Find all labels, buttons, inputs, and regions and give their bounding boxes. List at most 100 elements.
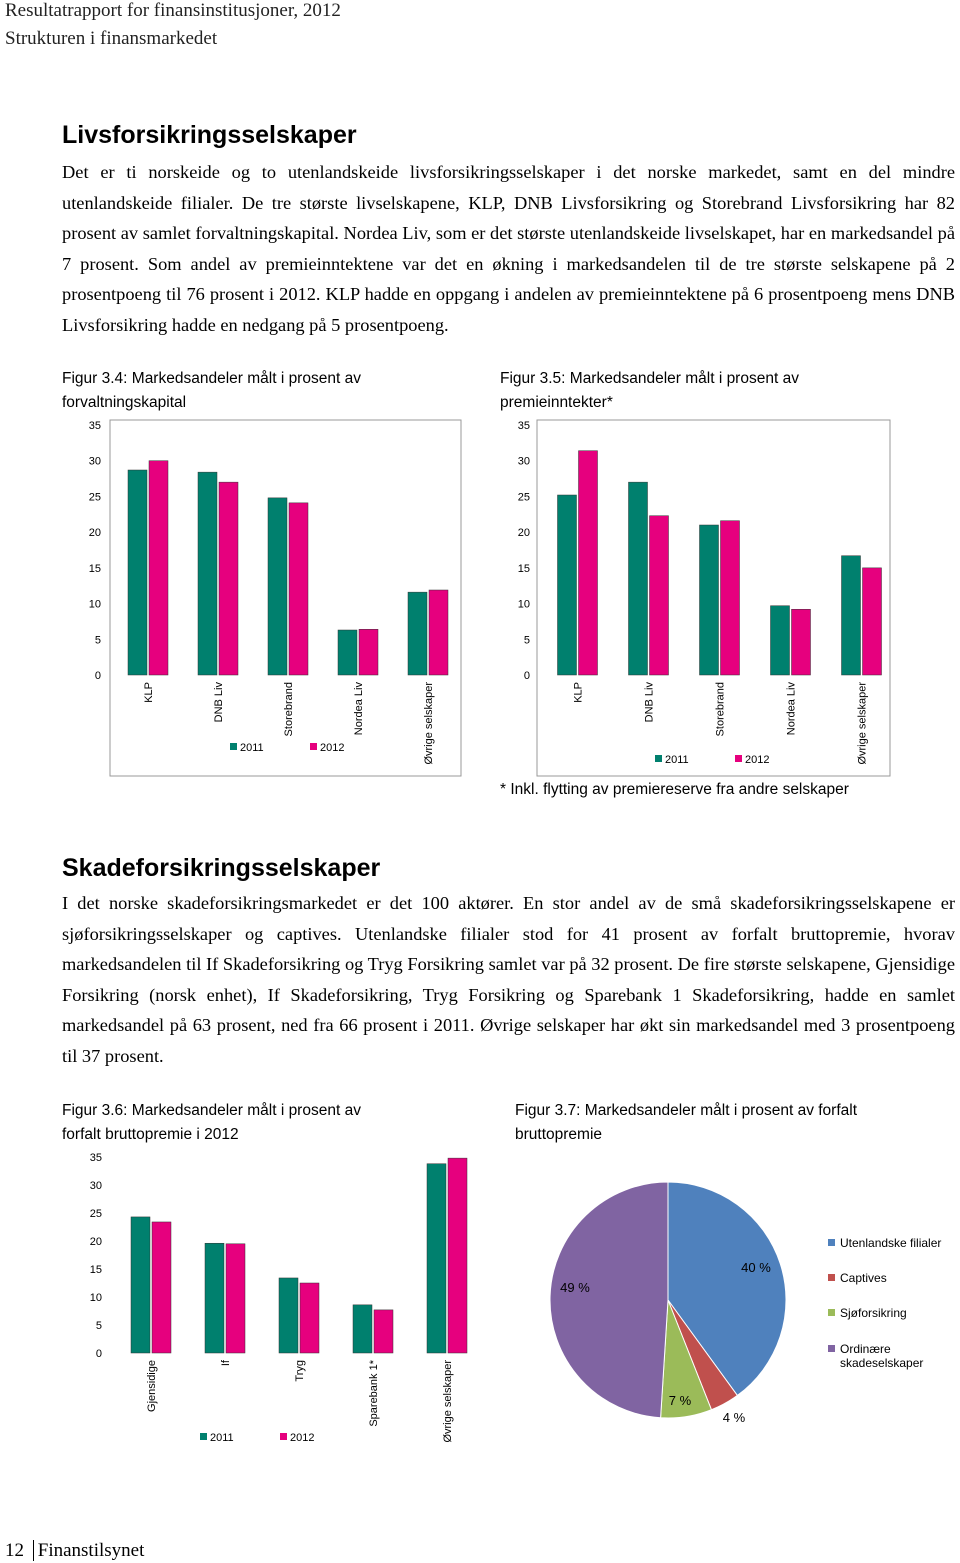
bar bbox=[426, 1163, 447, 1354]
bar bbox=[791, 609, 811, 676]
paragraph: I det norske skadeforsikringsmarkedet er… bbox=[62, 893, 955, 1066]
y-tick-label: 5 bbox=[524, 634, 530, 646]
bar bbox=[428, 589, 449, 676]
legend-swatch bbox=[280, 1433, 287, 1440]
bar bbox=[352, 1304, 373, 1354]
x-tick-label: If bbox=[220, 1359, 232, 1366]
legend-swatch bbox=[200, 1433, 207, 1440]
y-tick-label: 20 bbox=[90, 1236, 102, 1248]
legend-label: Sjøforsikring bbox=[840, 1306, 907, 1320]
x-tick-label: Storebrand bbox=[283, 682, 295, 736]
legend-label: 2011 bbox=[665, 754, 689, 766]
legend-swatch bbox=[828, 1239, 835, 1246]
y-tick-label: 35 bbox=[518, 420, 530, 432]
section-heading: Skadeforsikringsselskaper bbox=[62, 854, 381, 882]
bar bbox=[267, 497, 288, 676]
bar bbox=[218, 481, 239, 676]
y-tick-label: 0 bbox=[96, 1348, 102, 1360]
chart-border bbox=[109, 419, 462, 777]
bar bbox=[373, 1309, 394, 1354]
bar bbox=[699, 524, 719, 676]
data-label: 49 % bbox=[560, 1280, 590, 1295]
bar bbox=[628, 481, 648, 676]
legend-label: Ordinære skadeselskaper bbox=[840, 1342, 924, 1370]
legend-label: 2012 bbox=[320, 742, 344, 754]
y-tick-label: 20 bbox=[518, 527, 530, 539]
y-tick-label: 30 bbox=[90, 1180, 102, 1192]
data-label: 40 % bbox=[741, 1260, 771, 1275]
x-tick-label: Øvrige selskaper bbox=[423, 682, 435, 765]
bar bbox=[770, 605, 790, 676]
bar bbox=[299, 1282, 320, 1354]
y-tick-label: 10 bbox=[90, 1292, 102, 1304]
y-tick-label: 5 bbox=[96, 1320, 102, 1332]
paragraph: Det er ti norskeide og to utenlandskeide… bbox=[62, 162, 955, 335]
x-tick-label: Storebrand bbox=[715, 682, 727, 736]
x-tick-label: Gjensidige bbox=[146, 1360, 158, 1412]
bar bbox=[148, 460, 169, 676]
legend-swatch bbox=[655, 755, 662, 762]
y-tick-label: 10 bbox=[518, 599, 530, 611]
pie-slice bbox=[549, 1181, 669, 1419]
page-number: 12 bbox=[5, 1540, 24, 1561]
data-label: 4 % bbox=[723, 1410, 746, 1425]
bar bbox=[447, 1157, 468, 1354]
bar bbox=[557, 494, 577, 676]
x-tick-label: Tryg bbox=[294, 1360, 306, 1382]
figure-caption: Figur 3.4: Markedsandeler målt i prosent… bbox=[62, 370, 361, 411]
figure-caption: Figur 3.7: Markedsandeler målt i prosent… bbox=[515, 1102, 858, 1143]
x-tick-label: Øvrige selskaper bbox=[442, 1360, 454, 1443]
legend-swatch bbox=[828, 1309, 835, 1316]
y-tick-label: 30 bbox=[89, 456, 101, 468]
bar bbox=[841, 555, 861, 676]
figure-caption: Figur 3.5: Markedsandeler målt i prosent… bbox=[500, 370, 799, 411]
legend-swatch bbox=[735, 755, 742, 762]
publisher: Finanstilsynet bbox=[37, 1540, 145, 1561]
y-tick-label: 35 bbox=[89, 420, 101, 432]
y-tick-label: 0 bbox=[524, 670, 530, 682]
bar bbox=[720, 520, 740, 676]
bar bbox=[151, 1221, 172, 1354]
bar bbox=[288, 502, 309, 676]
y-tick-label: 25 bbox=[90, 1208, 102, 1220]
bar bbox=[358, 629, 379, 676]
legend-label: Captives bbox=[840, 1271, 887, 1285]
x-tick-label: KLP bbox=[143, 682, 155, 703]
legend-label: 2012 bbox=[290, 1432, 314, 1444]
y-tick-label: 20 bbox=[89, 527, 101, 539]
x-tick-label: DNB Liv bbox=[644, 682, 656, 723]
bar bbox=[407, 591, 428, 676]
figure-caption: Figur 3.6: Markedsandeler målt i prosent… bbox=[62, 1102, 361, 1143]
bar bbox=[197, 471, 218, 676]
legend-label: Utenlandske filialer bbox=[840, 1236, 942, 1250]
header-subtitle: Strukturen i finansmarkedet bbox=[5, 28, 218, 49]
bar bbox=[204, 1242, 225, 1354]
y-tick-label: 35 bbox=[90, 1152, 102, 1164]
data-label: 7 % bbox=[669, 1393, 692, 1408]
x-tick-label: Nordea Liv bbox=[353, 682, 365, 736]
legend-swatch bbox=[230, 743, 237, 750]
y-tick-label: 15 bbox=[89, 563, 101, 575]
legend-label: 2011 bbox=[210, 1432, 234, 1444]
bar bbox=[130, 1216, 151, 1354]
chart-border bbox=[536, 419, 891, 777]
bar bbox=[127, 469, 148, 676]
bar bbox=[578, 450, 598, 676]
x-tick-label: Nordea Liv bbox=[786, 682, 798, 736]
pie-slice bbox=[667, 1181, 787, 1397]
y-tick-label: 10 bbox=[89, 599, 101, 611]
y-tick-label: 15 bbox=[518, 563, 530, 575]
x-tick-label: KLP bbox=[573, 682, 585, 703]
header-title: Resultatrapport for finansinstitusjoner,… bbox=[5, 0, 341, 21]
x-tick-label: Sparebank 1* bbox=[368, 1359, 380, 1426]
legend-label: 2011 bbox=[240, 742, 264, 754]
y-tick-label: 25 bbox=[89, 491, 101, 503]
figure-note: * Inkl. flytting av premiereserve fra an… bbox=[500, 781, 849, 798]
bar bbox=[225, 1243, 246, 1354]
x-tick-label: DNB Liv bbox=[213, 682, 225, 723]
y-tick-label: 25 bbox=[518, 491, 530, 503]
footer: 12 Finanstilsynet bbox=[5, 1540, 144, 1562]
bar bbox=[278, 1277, 299, 1354]
